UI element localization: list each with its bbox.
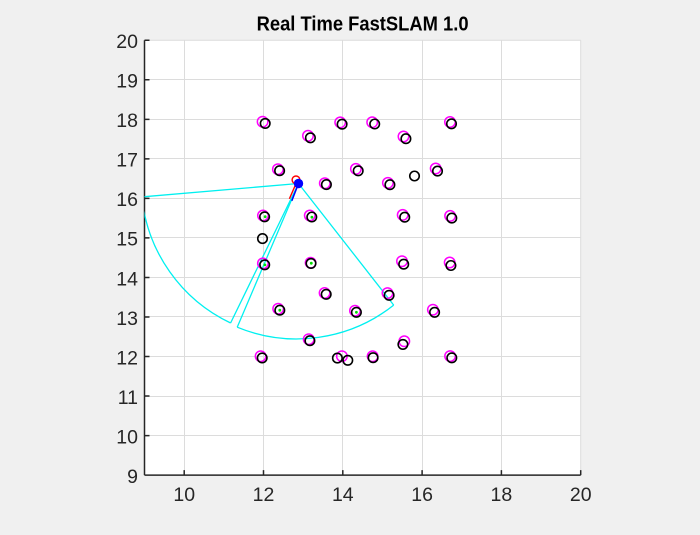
- svg-text:18: 18: [116, 110, 138, 132]
- svg-text:16: 16: [116, 189, 138, 211]
- svg-text:20: 20: [570, 484, 592, 506]
- svg-text:14: 14: [332, 484, 354, 506]
- svg-text:10: 10: [173, 484, 195, 506]
- svg-text:20: 20: [116, 31, 138, 53]
- svg-text:13: 13: [116, 308, 138, 330]
- svg-text:9: 9: [127, 466, 138, 488]
- svg-text:14: 14: [116, 268, 138, 290]
- svg-text:16: 16: [411, 484, 433, 506]
- svg-text:15: 15: [116, 229, 138, 251]
- svg-text:Real Time FastSLAM 1.0: Real Time FastSLAM 1.0: [257, 13, 469, 36]
- svg-text:12: 12: [116, 347, 138, 369]
- svg-text:19: 19: [116, 71, 138, 93]
- svg-text:12: 12: [253, 484, 275, 506]
- svg-text:10: 10: [116, 426, 138, 448]
- svg-text:18: 18: [491, 484, 513, 506]
- svg-text:17: 17: [116, 150, 138, 172]
- svg-text:11: 11: [118, 387, 138, 409]
